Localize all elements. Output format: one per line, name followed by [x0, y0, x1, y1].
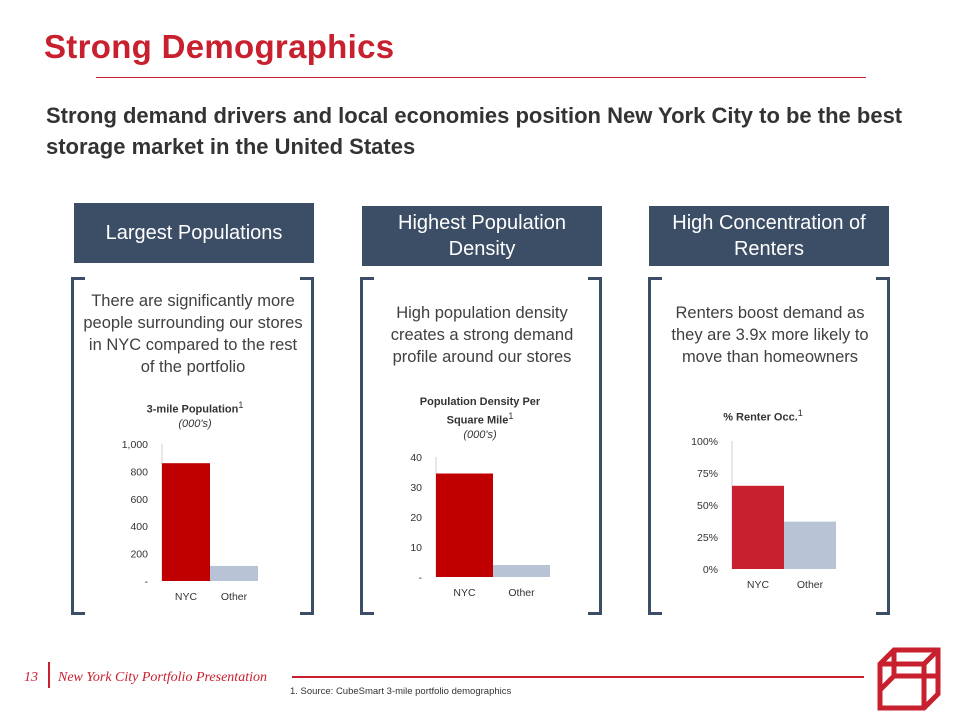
y-tick-label: 400	[130, 521, 148, 533]
y-tick-label: 100%	[691, 436, 718, 448]
right-bracket	[300, 277, 314, 615]
presentation-title: New York City Portfolio Presentation	[58, 670, 267, 685]
x-tick-label: NYC	[175, 591, 198, 603]
chart-title-footnote-mark: 1	[238, 400, 244, 410]
y-tick-label: 30	[410, 482, 422, 494]
chart-title-text: Population Density Per Square Mile	[419, 396, 541, 427]
chart-title: 3-mile Population1 (000's)	[120, 398, 270, 431]
column-description: There are significantly more people surr…	[83, 292, 303, 376]
chart-title-footnote-mark: 1	[797, 408, 803, 418]
bar-nyc	[732, 485, 784, 569]
chart-title: Population Density Per Square Mile1 (000…	[405, 395, 555, 442]
x-tick-label: Other	[797, 579, 824, 591]
x-tick-label: Other	[221, 591, 248, 603]
bar-other	[493, 565, 550, 577]
left-bracket	[71, 277, 85, 615]
page-subtitle: Strong demand drivers and local economie…	[46, 103, 903, 159]
chart-subtitle: (000's)	[463, 428, 497, 441]
y-tick-label: 75%	[697, 468, 718, 480]
renter-bar-chart: 0% 25% 50% 75% 100% NYC Other	[691, 436, 836, 591]
y-tick-label: 50%	[697, 500, 718, 512]
y-tick-label: 20	[410, 512, 422, 524]
y-tick-label: 200	[130, 549, 148, 561]
right-bracket	[876, 277, 890, 615]
column-header-label: Highest Population Density	[398, 212, 566, 260]
bar-other	[784, 521, 836, 569]
chart-title-footnote-mark: 1	[508, 411, 514, 421]
y-tick-label: 1,000	[122, 439, 148, 451]
column-header-label: Largest Populations	[105, 222, 283, 244]
y-tick-label: 0%	[703, 564, 718, 576]
y-tick-label: 800	[130, 466, 148, 478]
population-bar-chart: - 200 400 600 800 1,000 NYC Other	[122, 439, 258, 603]
page-number: 13	[24, 670, 38, 685]
right-bracket	[588, 277, 602, 615]
bar-other	[210, 565, 258, 581]
cubesmart-logo-icon	[877, 647, 941, 711]
column-header-label: High Concentration of Renters	[672, 212, 866, 260]
bar-nyc	[436, 473, 493, 577]
footer-divider	[48, 662, 50, 688]
x-tick-label: Other	[508, 587, 535, 599]
column-description: High population density creates a strong…	[390, 304, 574, 366]
x-tick-label: NYC	[747, 579, 770, 591]
bar-nyc	[162, 463, 210, 581]
x-tick-label: NYC	[453, 587, 476, 599]
y-tick-label: 40	[410, 452, 422, 464]
chart-title: % Renter Occ.1	[698, 406, 828, 425]
y-tick-label: 600	[130, 494, 148, 506]
chart-title-text: % Renter Occ.	[723, 411, 798, 424]
y-tick-label: -	[145, 576, 149, 588]
y-tick-label: -	[419, 572, 423, 584]
title-divider	[96, 77, 866, 78]
left-bracket	[360, 277, 374, 615]
column-description: Renters boost demand as they are 3.9x mo…	[671, 304, 869, 366]
column-header-largest-populations: Largest Populations	[74, 203, 314, 263]
page-title: Strong Demographics	[44, 28, 395, 65]
y-tick-label: 25%	[697, 532, 718, 544]
chart-subtitle: (000's)	[178, 417, 212, 430]
y-tick-label: 10	[410, 542, 422, 554]
column-header-population-density: Highest Population Density	[362, 206, 602, 266]
column-header-renters: High Concentration of Renters	[649, 206, 889, 266]
source-footnote: 1. Source: CubeSmart 3-mile portfolio de…	[290, 686, 512, 697]
footer-rule	[292, 676, 864, 678]
left-bracket	[648, 277, 662, 615]
chart-title-text: 3-mile Population	[146, 403, 239, 416]
density-bar-chart: - 10 20 30 40 NYC Other	[410, 452, 550, 599]
